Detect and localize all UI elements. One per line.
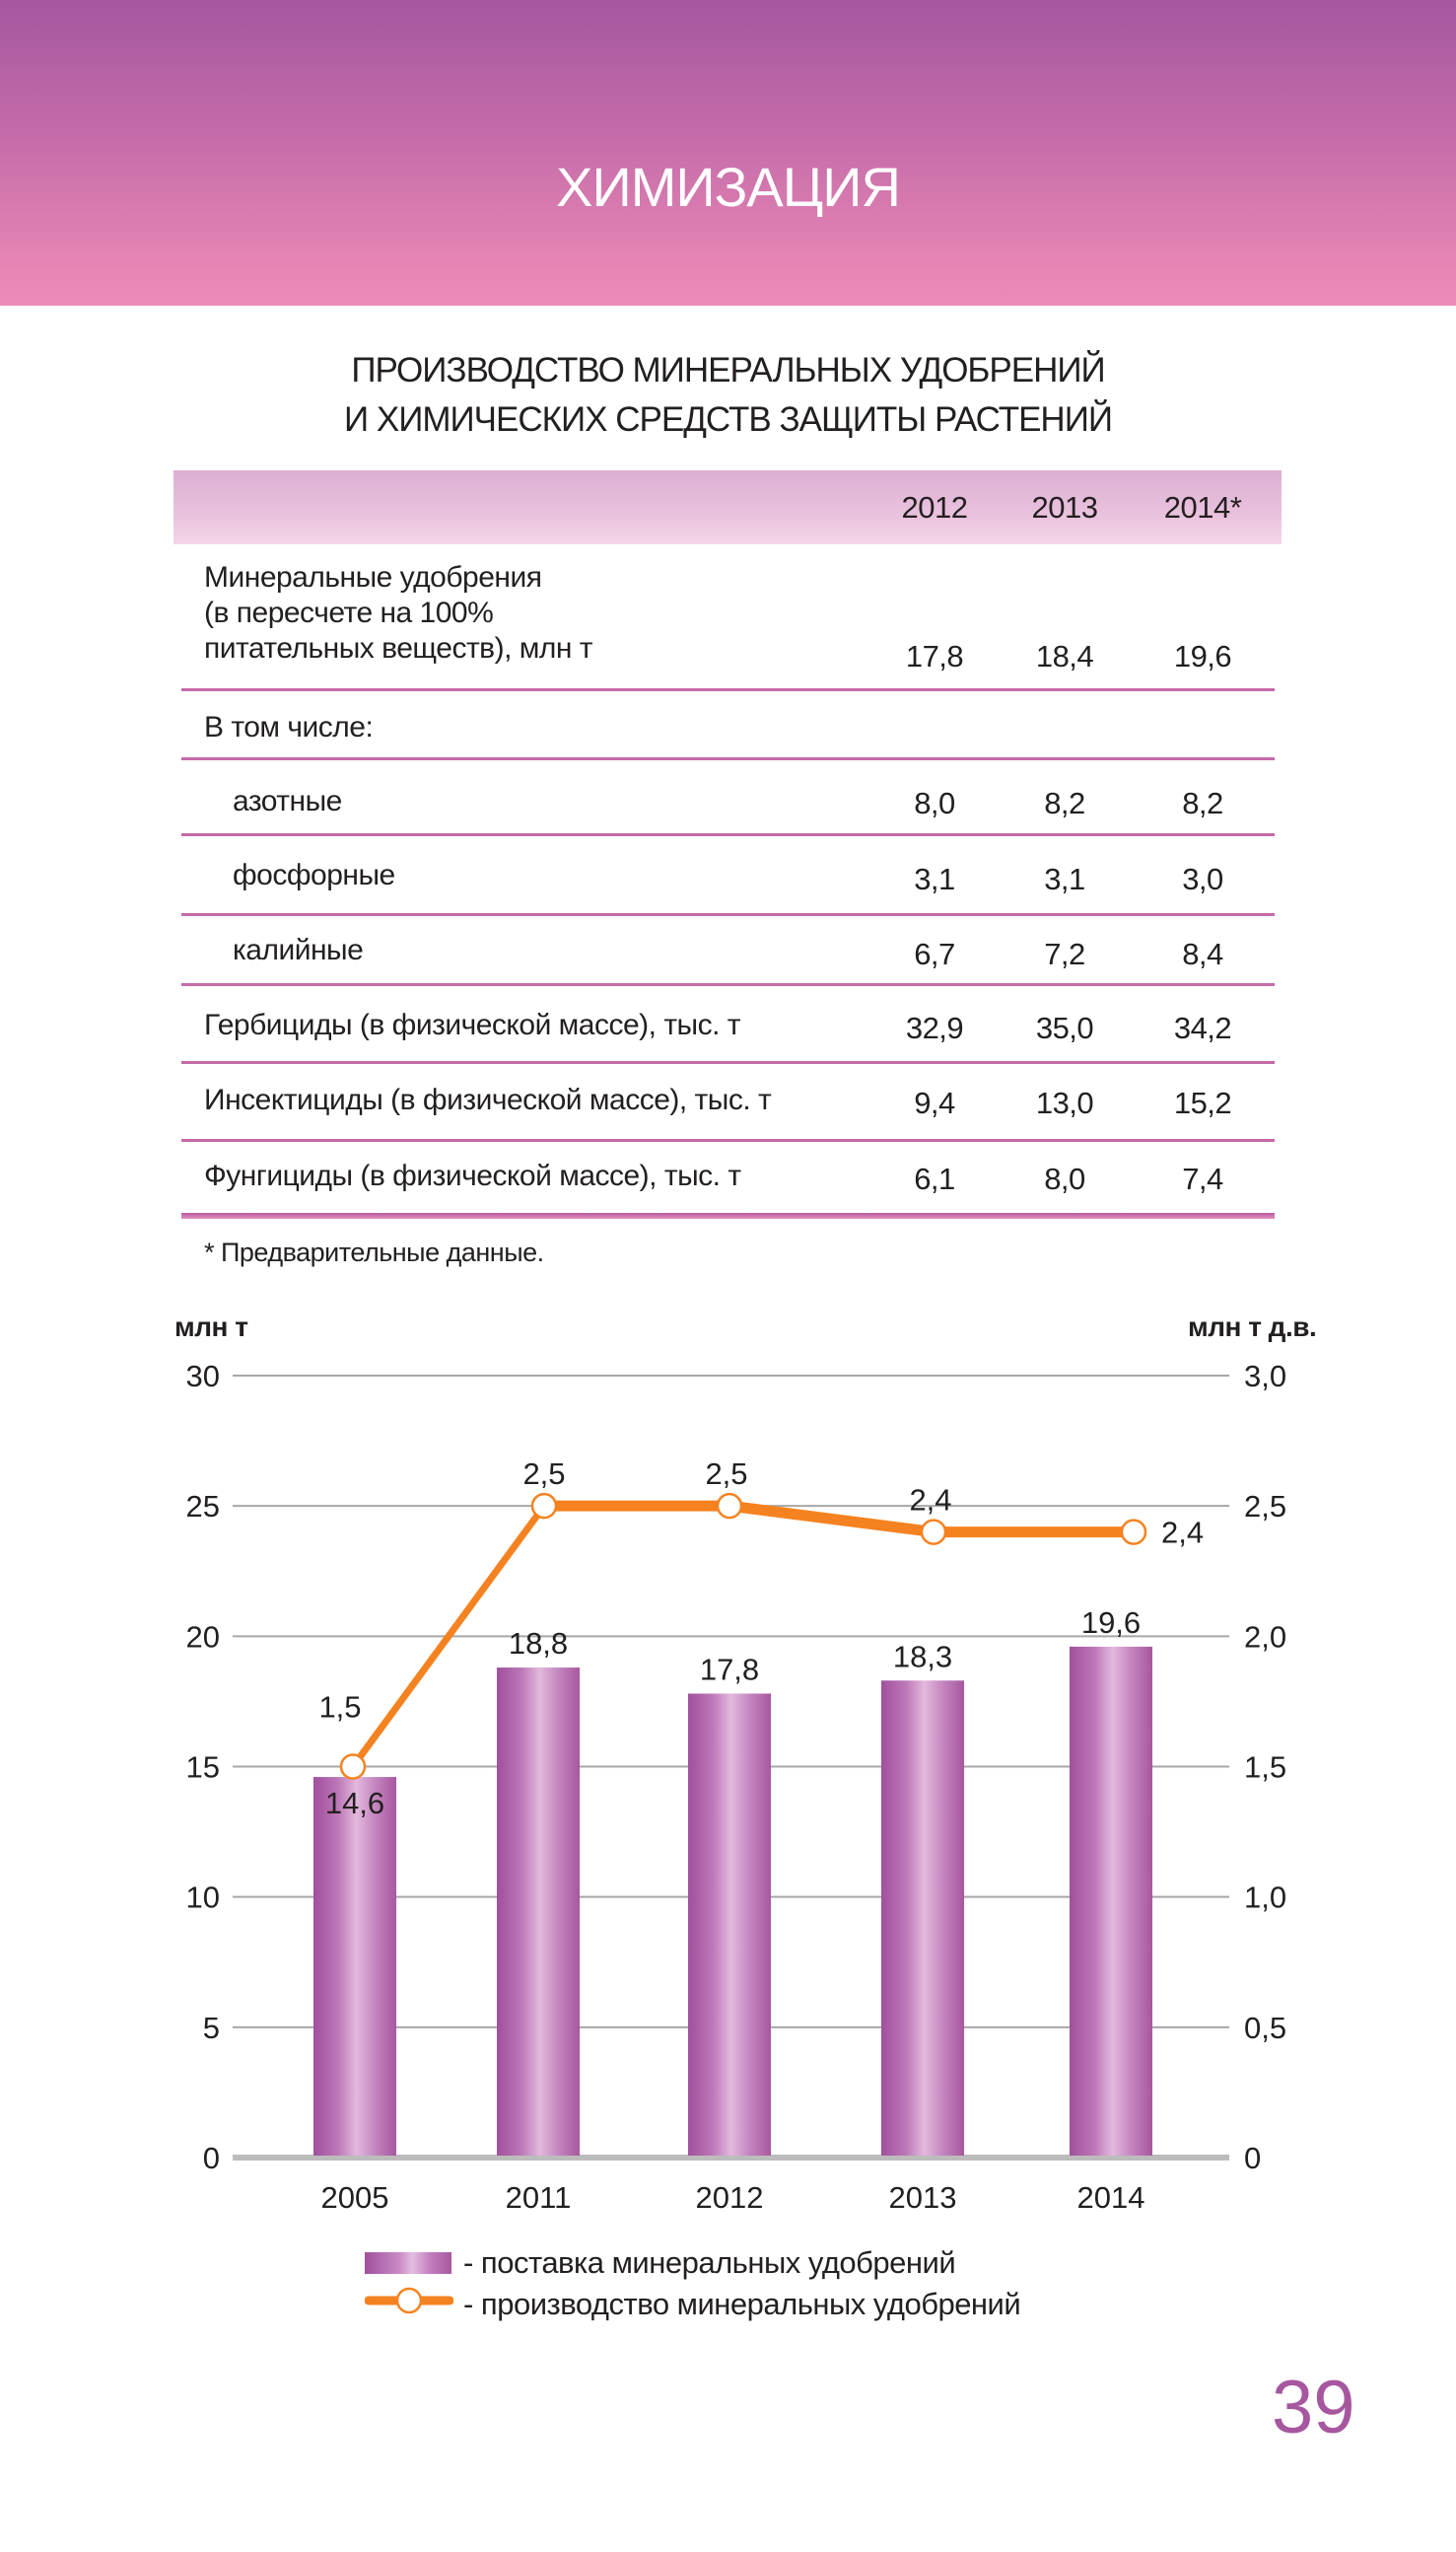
table-cell: 19,6	[1173, 639, 1232, 673]
section-header-band	[0, 0, 1456, 306]
bar	[881, 1680, 964, 2156]
table-cell: 3,1	[1044, 862, 1085, 896]
right-axis-tick-label: 3,0	[1244, 1359, 1286, 1393]
row-label: питательных веществ), млн т	[204, 632, 593, 665]
line-value-label: 2,5	[522, 1456, 565, 1491]
table-cell: 3,1	[914, 862, 955, 896]
line-point-marker	[716, 1492, 743, 1520]
left-axis-tick-label: 25	[186, 1489, 220, 1524]
table-cell: 8,0	[914, 786, 955, 820]
table-cell: 17,8	[905, 639, 964, 673]
row-label: фосфорные	[233, 859, 395, 891]
section-title: ХИМИЗАЦИЯ	[556, 156, 901, 218]
chart-title-line-2: И ХИМИЧЕСКИХ СРЕДСТВ ЗАЩИТЫ РАСТЕНИЙ	[343, 400, 1113, 439]
bar	[313, 1777, 396, 2156]
right-axis-tick-label: 0	[1244, 2141, 1261, 2175]
row-label: В том числе:	[204, 711, 374, 744]
table-cell: 18,4	[1035, 639, 1094, 673]
row-label: азотные	[233, 785, 342, 817]
x-axis-tick-label: 2012	[696, 2180, 764, 2215]
left-axis-tick-label: 10	[186, 1880, 220, 1915]
table-cell: 15,2	[1173, 1086, 1232, 1120]
line-segment	[724, 1500, 939, 1538]
column-header-2013: 2013	[1031, 490, 1098, 525]
table-cell: 8,0	[1044, 1162, 1085, 1196]
bar-value-label: 14,6	[325, 1786, 384, 1820]
right-axis-tick-label: 2,0	[1244, 1619, 1286, 1654]
row-label: Инсектициды (в физической массе), тыс. т	[204, 1084, 772, 1116]
row-divider	[181, 688, 1275, 691]
left-axis-tick-label: 15	[186, 1750, 220, 1785]
column-header-2014: 2014*	[1163, 490, 1242, 525]
table-cell: 8,4	[1182, 937, 1223, 971]
table-cell: 9,4	[914, 1086, 955, 1120]
left-axis-tick-label: 5	[203, 2011, 220, 2045]
line-point-marker	[530, 1492, 558, 1520]
line-value-label: 2,4	[1161, 1516, 1204, 1550]
table-cell: 35,0	[1035, 1011, 1094, 1045]
row-label: Фунгициды (в физической массе), тыс. т	[204, 1160, 741, 1192]
bar-value-label: 17,8	[700, 1652, 759, 1686]
table-cell: 6,7	[914, 937, 955, 971]
x-axis-tick-label: 2005	[321, 2180, 389, 2215]
table-footnote: * Предварительные данные.	[204, 1238, 544, 1267]
page-number: 39	[1272, 2366, 1355, 2449]
row-label: Минеральные удобрения	[204, 561, 542, 594]
chart-title-line-1: ПРОИЗВОДСТВО МИНЕРАЛЬНЫХ УДОБРЕНИЙ	[351, 351, 1105, 390]
x-axis-tick-label: 2014	[1077, 2180, 1145, 2215]
row-label: Гербициды (в физической массе), тыс. т	[204, 1009, 741, 1041]
table-cell: 32,9	[905, 1011, 964, 1045]
left-axis-unit-label: млн т	[174, 1311, 248, 1342]
row-label: (в пересчете на 100%	[204, 597, 494, 629]
line-value-label: 1,5	[318, 1690, 361, 1725]
row-divider	[181, 833, 1275, 836]
left-axis-tick-label: 0	[203, 2141, 220, 2175]
row-divider	[181, 913, 1275, 916]
bar	[497, 1667, 580, 2156]
right-axis-tick-label: 2,5	[1244, 1489, 1286, 1524]
table-cell: 3,0	[1182, 862, 1223, 896]
legend-label-supply: - поставка минеральных удобрений	[463, 2245, 956, 2280]
line-segment	[349, 1502, 548, 1770]
table-cell: 8,2	[1182, 786, 1223, 820]
row-divider	[181, 983, 1275, 986]
x-axis-tick-label: 2013	[889, 2180, 957, 2215]
table-cell: 13,0	[1035, 1086, 1094, 1120]
line-value-label: 2,4	[909, 1483, 951, 1518]
table-cell: 6,1	[914, 1162, 955, 1196]
bar	[688, 1693, 771, 2156]
row-divider	[181, 757, 1275, 760]
row-divider	[181, 1061, 1275, 1064]
right-axis-tick-label: 0,5	[1244, 2011, 1286, 2045]
bar-value-label: 18,8	[509, 1626, 568, 1661]
row-divider	[181, 1139, 1275, 1142]
left-axis-tick-label: 20	[186, 1619, 220, 1654]
column-header-2012: 2012	[901, 490, 968, 525]
line-point-marker	[1120, 1519, 1147, 1545]
right-axis-unit-label: млн т д.в.	[1188, 1311, 1317, 1342]
x-axis-tick-label: 2011	[506, 2180, 572, 2215]
table-cell: 7,4	[1182, 1162, 1223, 1196]
table-cell: 7,2	[1044, 937, 1085, 971]
table-bottom-rule	[181, 1213, 1275, 1219]
bar-value-label: 19,6	[1081, 1605, 1141, 1640]
bar-value-label: 18,3	[893, 1639, 952, 1673]
left-axis-tick-label: 30	[186, 1359, 220, 1393]
table-cell: 8,2	[1044, 786, 1085, 820]
legend-swatch-bar	[365, 2252, 451, 2274]
bar	[1070, 1646, 1152, 2156]
line-value-label: 2,5	[705, 1456, 747, 1491]
table-header-band	[173, 470, 1282, 544]
legend-swatch-line	[365, 2287, 453, 2314]
line-point-marker	[339, 1753, 367, 1780]
right-axis-tick-label: 1,5	[1244, 1750, 1286, 1785]
legend-label-production: - производство минеральных удобрений	[463, 2287, 1021, 2321]
table-cell: 34,2	[1173, 1011, 1232, 1045]
row-label: калийные	[233, 934, 364, 966]
right-axis-tick-label: 1,0	[1244, 1880, 1286, 1915]
line-point-marker	[920, 1519, 947, 1545]
